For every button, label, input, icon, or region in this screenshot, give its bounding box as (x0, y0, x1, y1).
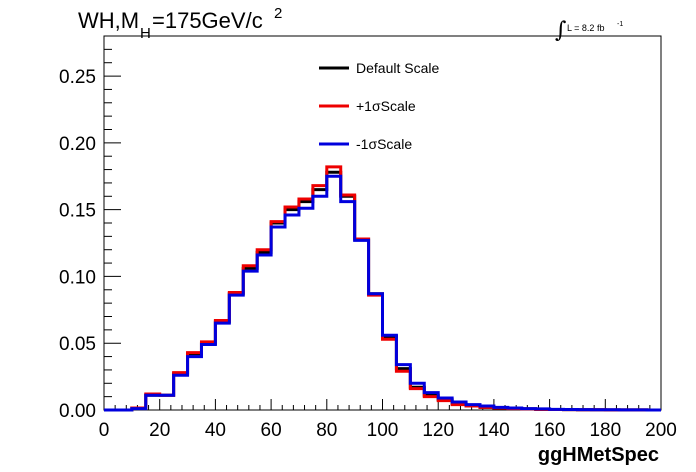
lumi-integral-sign: ∫ (555, 18, 567, 43)
lumi-text: L = 8.2 fb (567, 23, 604, 33)
title-main: WH,M (78, 8, 139, 33)
y-tick-label: 0.25 (59, 67, 96, 88)
x-tick-label: 160 (534, 420, 566, 441)
title-subscript: H (140, 25, 151, 42)
y-tick-label: 0.20 (59, 134, 96, 155)
y-tick-label: 0.05 (59, 334, 96, 355)
legend: Default Scale +1σScale -1σScale (319, 60, 439, 152)
x-axis-label: ggHMetSpec (538, 444, 659, 466)
lumi-superscript: -1 (617, 21, 623, 28)
x-tick-label: 80 (316, 420, 337, 441)
chart-title: WH,M H =175GeV/c 2 (78, 5, 282, 42)
y-tick-label: 0.00 (59, 401, 96, 422)
luminosity-label: ∫ L = 8.2 fb -1 (555, 18, 623, 43)
title-rest: =175GeV/c (152, 8, 263, 33)
series-group (104, 165, 661, 412)
y-tick-label: 0.15 (59, 201, 96, 222)
x-tick-label: 200 (645, 420, 677, 441)
x-tick-label: 40 (205, 420, 226, 441)
legend-label: +1σScale (356, 98, 416, 114)
legend-label: Default Scale (356, 60, 439, 76)
x-tick-label: 0 (99, 420, 110, 441)
x-tick-label: 60 (261, 420, 282, 441)
y-tick-label: 0.10 (59, 267, 96, 288)
x-tick-label: 20 (149, 420, 170, 441)
x-tick-label: 140 (478, 420, 510, 441)
x-tick-label: 120 (422, 420, 454, 441)
series-line-2 (104, 174, 661, 412)
legend-label: -1σScale (356, 136, 412, 152)
axes: 0 20 40 60 80 100 120 140 160 180 200 0.00 0.05 0.10 0… (59, 35, 677, 441)
x-tick-label: 100 (367, 420, 399, 441)
x-tick-label: 180 (589, 420, 621, 441)
title-superscript: 2 (274, 5, 282, 22)
